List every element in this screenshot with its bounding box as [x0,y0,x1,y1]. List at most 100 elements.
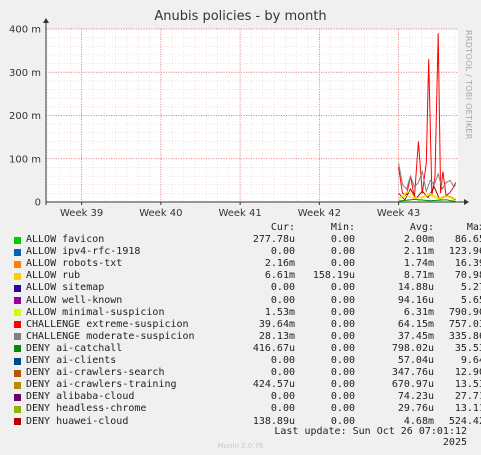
plot-area: 0 100 m 200 m 300 m 400 m Week 39 Week 40 Week … [9,18,469,219]
legend-cur: 28.13m [258,330,295,342]
legend-min: 0.00 [330,282,355,294]
legend-name: CHALLENGE extreme-suspicion [26,318,189,330]
legend-cur: 424.57u [252,379,295,391]
legend-cur: 416.67u [252,342,295,354]
legend-max: 790.90m [448,306,481,318]
legend-name: DENY huawei-cloud [26,415,129,427]
legend-avg: 347.76u [391,367,434,379]
legend-name: ALLOW ipv4-rfc-1918 [26,246,141,258]
legend-cur: 6.61m [264,270,295,282]
legend-swatch [14,345,21,353]
legend-table: Cur: Min: Avg: Max: ALLOW favicon 277.78u… [14,222,481,428]
legend-min: 0.00 [330,355,355,367]
series-line [398,163,457,194]
legend-name: ALLOW rub [26,270,81,282]
legend-row: ALLOW sitemap 0.00 0.00 14.88u 5.27m [14,282,481,294]
legend-avg: 8.71m [403,270,434,282]
legend-row: ALLOW minimal-suspicion 1.53m 0.00 6.31m 790… [14,307,481,319]
legend-min: 0.00 [330,403,355,415]
y-axis-arrow [43,18,49,23]
legend-max: 5.65m [460,294,481,306]
legend-min: 0.00 [330,391,355,403]
legend-row: ALLOW rub 6.61m 158.19u 8.71m 70.98m [14,270,481,282]
legend-min: 0.00 [330,379,355,391]
legend-row: DENY ai-crawlers-search 0.00 0.00 347.76u 12… [14,367,481,379]
legend-cur: 0.00 [270,367,295,379]
header-max: Max: [466,222,481,233]
legend-row: DENY ai-catchall 416.67u 0.00 798.02u 35.53m [14,343,481,355]
header-cur: Cur: [270,222,295,233]
rrdtool-credit: RRDTOOL / TOBI OETIKER [464,30,473,140]
legend-min: 158.19u [312,270,355,282]
legend-swatch [14,260,21,268]
legend-avg: 74.23u [397,391,434,403]
legend-avg: 4.68m [403,415,434,427]
legend-name: ALLOW robots-txt [26,258,123,270]
legend-avg: 29.76u [397,403,434,415]
x-tick-label: Week 43 [377,208,420,219]
legend-name: DENY ai-clients [26,355,117,367]
chart-title: Anubis policies - by month [154,9,327,24]
legend-row: DENY ai-crawlers-training 424.57u 0.00 670.… [14,379,481,391]
x-tick-label: Week 41 [218,208,261,219]
last-update: Last update: Sun Oct 26 07:01:12 2025 [274,426,467,448]
legend-row: CHALLENGE moderate-suspicion 28.13m 0.00 37… [14,331,481,343]
x-tick-label: Week 40 [139,208,182,219]
legend-cur: 0.00 [270,246,295,258]
legend-row: DENY huawei-cloud 138.89u 0.00 4.68m 524.42m [14,416,481,428]
legend-swatch [14,297,21,305]
legend-min: 0.00 [330,246,355,258]
legend-cur: 0.00 [270,403,295,415]
x-tick-label: Week 39 [60,208,103,219]
legend-cur: 0.00 [270,294,295,306]
legend-avg: 64.15m [397,318,434,330]
series-line [398,198,456,203]
legend-avg: 57.04u [397,355,434,367]
legend-swatch [14,369,21,377]
legend-min: 0.00 [330,306,355,318]
legend-cur: 0.00 [270,355,295,367]
legend-max: 27.71m [454,391,481,403]
legend-max: 13.53m [454,379,481,391]
legend-row: DENY alibaba-cloud 0.00 0.00 74.23u 27.71m [14,391,481,403]
legend-row: ALLOW ipv4-rfc-1918 0.00 0.00 2.11m 123.96m [14,246,481,258]
legend-max: 16.39m [454,258,481,270]
legend-name: DENY ai-catchall [26,342,123,354]
legend-name: DENY ai-crawlers-search [26,367,165,379]
legend-min: 0.00 [330,258,355,270]
legend-min: 0.00 [330,342,355,354]
legend-swatch [14,248,21,256]
legend-max: 70.98m [454,270,481,282]
y-tick-label: 100 m [9,154,41,165]
legend-swatch [14,236,21,244]
legend-cur: 39.64m [258,318,295,330]
legend-swatch [14,381,21,389]
legend-avg: 1.74m [403,258,434,270]
legend-cur: 1.53m [264,306,295,318]
legend-row: DENY ai-clients 0.00 0.00 57.04u 9.64m [14,355,481,367]
y-tick-label: 300 m [9,68,41,79]
legend-avg: 670.97u [391,379,434,391]
munin-version: Munin 2.0.76 [217,442,264,450]
legend-swatch [14,285,21,293]
legend-row: CHALLENGE extreme-suspicion 39.64m 0.00 64.… [14,319,481,331]
legend-min: 0.00 [330,318,355,330]
legend-name: DENY ai-crawlers-training [26,379,177,391]
legend-name: ALLOW sitemap [26,282,105,294]
legend-min: 0.00 [330,234,355,246]
legend-cur: 0.00 [270,391,295,403]
legend-cur: 2.16m [264,258,295,270]
legend-cur: 277.78u [252,234,295,246]
legend-row: ALLOW robots-txt 2.16m 0.00 1.74m 16.39m [14,258,481,270]
legend-min: 0.00 [330,294,355,306]
legend-swatch [14,309,21,317]
legend-name: ALLOW minimal-suspicion [26,306,165,318]
legend-swatch [14,393,21,401]
legend-row: ALLOW favicon 277.78u 0.00 2.00m 86.65m [14,234,481,246]
legend-avg: 2.00m [403,234,434,246]
legend-max: 12.90m [454,367,481,379]
legend-swatch [14,357,21,365]
legend-avg: 14.88u [397,282,434,294]
legend-max: 5.27m [460,282,481,294]
legend-max: 335.86m [448,330,481,342]
